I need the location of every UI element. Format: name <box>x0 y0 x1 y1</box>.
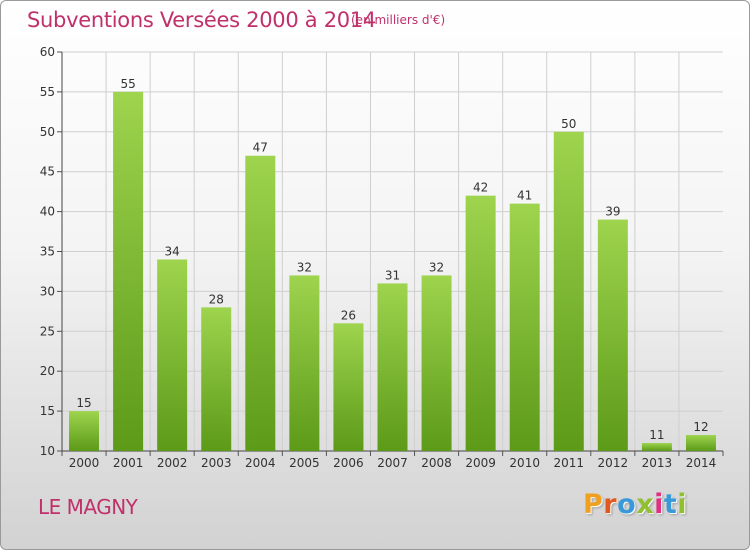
y-tick-label: 35 <box>40 245 55 259</box>
bars <box>69 91 716 452</box>
bar-2008 <box>421 275 452 451</box>
x-tick-label-2007: 2007 <box>377 456 408 470</box>
x-tick-label-2009: 2009 <box>465 456 496 470</box>
logo-letter: o <box>617 489 637 520</box>
y-tick-label: 45 <box>40 165 55 179</box>
bar-2003 <box>201 307 232 451</box>
bar-2002 <box>157 259 188 451</box>
value-label-2000: 15 <box>76 396 91 410</box>
commune-name: LE MAGNY <box>38 495 138 519</box>
chart-subtitle: (en milliers d'€) <box>351 13 446 27</box>
y-tick-label: 55 <box>40 85 55 99</box>
x-tick-label-2002: 2002 <box>157 456 188 470</box>
value-label-2013: 11 <box>649 428 664 442</box>
y-tick-label: 40 <box>40 205 55 219</box>
value-label-2001: 55 <box>120 77 135 91</box>
x-tick-label-2010: 2010 <box>509 456 540 470</box>
x-tick-label-2001: 2001 <box>113 456 144 470</box>
y-tick-labels: 10 15 20 25 30 35 40 45 50 55 60 <box>40 45 55 458</box>
logo-letter: t <box>663 489 678 520</box>
y-tick-label: 15 <box>40 404 55 418</box>
value-label-2012: 39 <box>605 205 620 219</box>
value-label-2007: 31 <box>385 268 400 282</box>
bar-2004 <box>245 155 276 452</box>
value-label-2009: 42 <box>473 181 488 195</box>
logo-letter: x <box>636 489 655 520</box>
x-tick-label-2011: 2011 <box>553 456 584 470</box>
value-label-2006: 26 <box>341 308 356 322</box>
x-tick-label-2013: 2013 <box>642 456 673 470</box>
bar-2001 <box>113 91 144 452</box>
logo-letter: P <box>583 489 604 520</box>
y-tick-label: 50 <box>40 125 55 139</box>
x-tick-labels: 2000 2001 2002 2003 2004 2005 2006 2007 2008 2009… <box>69 456 716 470</box>
y-tick-label: 25 <box>40 324 55 338</box>
logo-letter: i <box>677 489 688 520</box>
value-label-2003: 28 <box>209 292 224 306</box>
bar-2013 <box>641 443 672 451</box>
proxiti-logo: Proxiti <box>583 489 687 520</box>
bar-2010 <box>509 203 540 451</box>
bar-2009 <box>465 195 496 451</box>
value-label-2005: 32 <box>297 260 312 274</box>
x-tick-label-2012: 2012 <box>598 456 629 470</box>
x-tick-label-2008: 2008 <box>421 456 452 470</box>
y-tick-label: 10 <box>40 444 55 458</box>
y-tick-label: 30 <box>40 284 55 298</box>
value-label-2014: 12 <box>693 420 708 434</box>
x-tick-label-2000: 2000 <box>69 456 100 470</box>
bar-2000 <box>69 411 100 451</box>
logo-letter: i <box>654 489 664 520</box>
value-label-2004: 47 <box>253 141 268 155</box>
bar-2014 <box>685 435 716 451</box>
bar-2012 <box>597 219 628 451</box>
x-tick-label-2004: 2004 <box>245 456 276 470</box>
x-tick-label-2005: 2005 <box>289 456 320 470</box>
value-labels: 15 55 34 28 47 32 26 31 32 42 41 50 39 11 12 <box>76 77 708 442</box>
logo-letter: r <box>603 489 618 520</box>
value-label-2011: 50 <box>561 117 576 131</box>
chart-title: Subventions Versées 2000 à 2014 <box>27 8 376 32</box>
bar-2011 <box>553 131 584 452</box>
bar-2005 <box>289 275 320 451</box>
x-tick-label-2014: 2014 <box>686 456 717 470</box>
x-tick-label-2003: 2003 <box>201 456 232 470</box>
bar-2007 <box>377 283 408 451</box>
bar-2006 <box>333 323 364 451</box>
y-tick-label: 60 <box>40 45 55 59</box>
y-tick-label: 20 <box>40 364 55 378</box>
x-tick-label-2006: 2006 <box>333 456 364 470</box>
value-label-2008: 32 <box>429 260 444 274</box>
value-label-2002: 34 <box>165 244 180 258</box>
value-label-2010: 41 <box>517 189 532 203</box>
